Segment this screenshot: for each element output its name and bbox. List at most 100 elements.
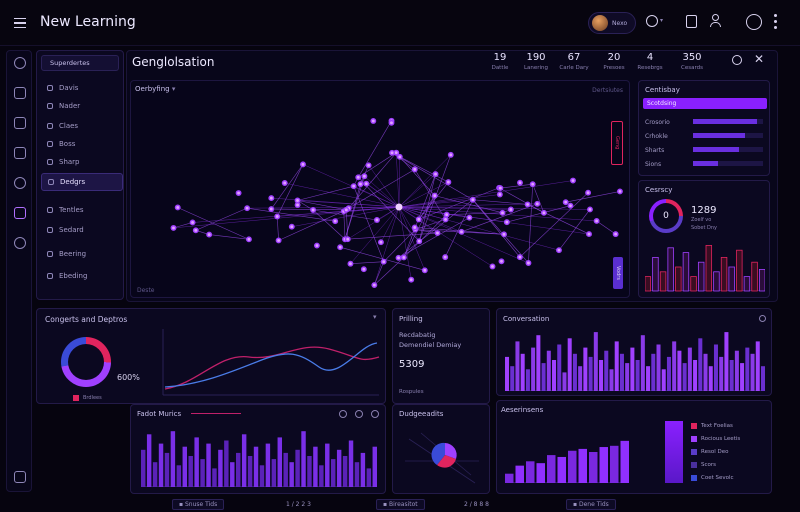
bar — [170, 431, 176, 487]
bar-fill — [693, 119, 758, 124]
sidebar-item[interactable]: Dedgrs — [41, 173, 123, 191]
stat-item[interactable]: 19 Dattle — [480, 52, 520, 71]
sidebar-item[interactable]: Claes — [41, 117, 123, 135]
bar — [659, 271, 667, 292]
stat-value: 350 — [682, 52, 702, 63]
sync-icon[interactable] — [14, 177, 26, 189]
bar — [295, 449, 300, 487]
clipboard-icon[interactable] — [686, 15, 697, 28]
pagination-1[interactable]: 1 / 2 2 3 — [286, 498, 311, 510]
donut-title: Congerts and Deptros — [45, 315, 128, 324]
bar — [158, 443, 164, 487]
chat-icon[interactable] — [14, 207, 26, 219]
footer-btn-2[interactable]: ▪ Bireasitot — [376, 498, 425, 510]
bar — [614, 341, 619, 391]
sidebar-section-title[interactable]: Superdertes — [41, 55, 119, 71]
side-tag[interactable]: Geng — [611, 121, 623, 165]
footer-btn-3[interactable]: ▪ Dene Tids — [566, 498, 616, 510]
bar — [713, 271, 720, 292]
pagination-2[interactable]: 2 / 8 8 8 — [464, 498, 489, 510]
sidebar-item[interactable]: Sedard — [41, 221, 123, 239]
stat-item[interactable]: 67 Carle Dary — [554, 52, 594, 71]
line-chart — [162, 329, 380, 396]
clock-icon[interactable] — [746, 14, 762, 30]
sidebar-item-icon — [47, 123, 53, 129]
info-icon[interactable] — [759, 315, 766, 322]
sidebar: Superdertes Davis Nader Claes Boss Sharp Dedg… — [36, 50, 124, 300]
network-footer-label: Deste — [137, 287, 155, 294]
bar — [750, 353, 755, 391]
grid-icon[interactable] — [14, 117, 26, 129]
gauge-panel: Cesrscy 0 1289 Zoelf vo Sobet Dny — [638, 180, 770, 298]
sidebar-item[interactable]: Nader — [41, 97, 123, 115]
dropdown-icon[interactable]: ▾ — [373, 313, 377, 321]
gauge-sub2: Sobet Dny — [691, 225, 718, 231]
pie-panel: Dudgeeadits — [392, 404, 490, 494]
bar — [567, 338, 572, 391]
bar — [656, 344, 661, 391]
sidebar-item[interactable]: Ebeding — [41, 267, 123, 285]
bar — [206, 443, 211, 487]
network-dropdown[interactable]: Oerbyfing ▾ — [135, 85, 176, 93]
sidebar-item[interactable]: Boss — [41, 135, 123, 153]
fadot-line-legend — [191, 413, 241, 414]
legend-swatch — [691, 422, 697, 429]
highlight-row[interactable]: Scotdsing — [643, 98, 767, 109]
stat-item[interactable]: 4 Resebrgs — [630, 52, 670, 71]
bar — [354, 462, 360, 487]
bar — [708, 366, 713, 391]
logout-icon[interactable] — [14, 471, 26, 483]
bar — [734, 350, 739, 391]
history-icon[interactable] — [14, 57, 26, 69]
sidebar-item[interactable]: Beering — [41, 245, 123, 263]
bar — [360, 452, 366, 487]
bar — [515, 341, 520, 391]
expand-icon[interactable] — [371, 410, 379, 418]
menu-icon[interactable] — [12, 15, 28, 31]
search-icon[interactable] — [732, 55, 742, 65]
kebab-menu-icon[interactable] — [774, 14, 777, 30]
bar-track — [693, 133, 763, 138]
footer-btn-1[interactable]: ▪ Snuse Tids — [172, 498, 225, 510]
stat-label: Presoes — [603, 65, 625, 71]
chevron-down-icon[interactable]: ▾ — [660, 17, 664, 24]
network-graph[interactable] — [131, 81, 631, 299]
bar — [277, 437, 282, 487]
sidebar-item-icon — [47, 251, 53, 257]
search-icon[interactable] — [646, 15, 658, 27]
page-title: Genglolsation — [132, 55, 215, 69]
bar — [635, 360, 640, 391]
legend-label: Text Foelias — [701, 422, 733, 429]
stat-item[interactable]: 350 Cesards — [672, 52, 712, 71]
bar — [645, 276, 652, 292]
bar — [562, 372, 567, 391]
sidebar-item[interactable]: Tentles — [41, 201, 123, 219]
filter-icon[interactable] — [339, 410, 347, 418]
user-settings-icon[interactable] — [710, 14, 723, 28]
bar — [505, 356, 510, 391]
book-icon[interactable] — [14, 87, 26, 99]
user-chip[interactable]: Nexo — [588, 12, 636, 34]
bar — [572, 353, 577, 391]
side-tag-2[interactable]: Vodrs — [613, 257, 623, 289]
stat-item[interactable]: 190 Lanering — [516, 52, 556, 71]
settings-icon[interactable] — [355, 410, 363, 418]
bar — [652, 256, 659, 292]
close-icon[interactable]: ✕ — [754, 52, 765, 66]
sidebar-item[interactable]: Sharp — [41, 153, 123, 171]
sidebar-item[interactable]: Davis — [41, 79, 123, 97]
bar — [703, 353, 708, 391]
bar — [666, 356, 671, 391]
checklist-icon[interactable] — [14, 147, 26, 159]
fadot-panel: Fadot Murics — [130, 404, 386, 494]
stat-value: 190 — [526, 52, 546, 63]
stat-item[interactable]: 20 Presoes — [594, 52, 634, 71]
icon-rail — [6, 50, 32, 492]
bar — [667, 247, 674, 292]
activity-title: Aeserinsens — [501, 406, 544, 414]
bar — [336, 449, 342, 487]
gear-icon[interactable] — [14, 237, 26, 249]
stat-value: 67 — [567, 52, 581, 63]
bar — [687, 347, 692, 391]
bar — [557, 456, 566, 483]
